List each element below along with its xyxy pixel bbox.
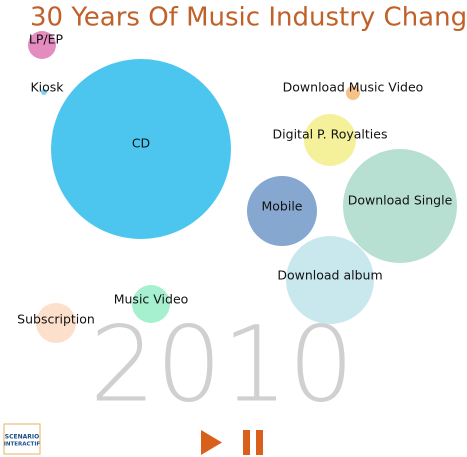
title: 30 Years Of Music Industry Change — [30, 3, 467, 33]
bubble-label: Kiosk — [30, 80, 64, 95]
bubble-label: CD — [132, 136, 150, 151]
bubble-label: Music Video — [114, 292, 189, 307]
bubble — [132, 285, 170, 323]
bubble-label: Subscription — [17, 312, 95, 327]
bubble-label: Digital P. Royalties — [273, 127, 388, 142]
pause-button[interactable] — [243, 430, 263, 455]
bubble — [247, 176, 317, 246]
logo-text: INTERACTIF — [4, 442, 40, 448]
logo-text: SCENARIO — [5, 434, 39, 441]
pause-bar — [256, 430, 263, 455]
bubble-label: Download Single — [348, 193, 453, 208]
bubble — [36, 303, 76, 343]
bubble — [346, 86, 360, 100]
bubble — [343, 149, 457, 263]
year: 2010 — [90, 303, 355, 425]
pause-bar — [243, 430, 250, 455]
bubble — [286, 236, 374, 324]
bubble-label: Download Music Video — [283, 80, 424, 95]
bubble — [28, 31, 56, 59]
bubble — [304, 114, 356, 166]
bubble-label: Download album — [277, 268, 382, 283]
bubble — [41, 89, 47, 95]
logo: SCENARIO INTERACTIF — [3, 423, 41, 455]
bubble-label: Mobile — [261, 199, 302, 214]
bubble-label: LP/EP — [29, 32, 64, 47]
bubble — [51, 59, 231, 239]
play-button[interactable] — [201, 430, 222, 455]
logo-box — [3, 423, 41, 455]
